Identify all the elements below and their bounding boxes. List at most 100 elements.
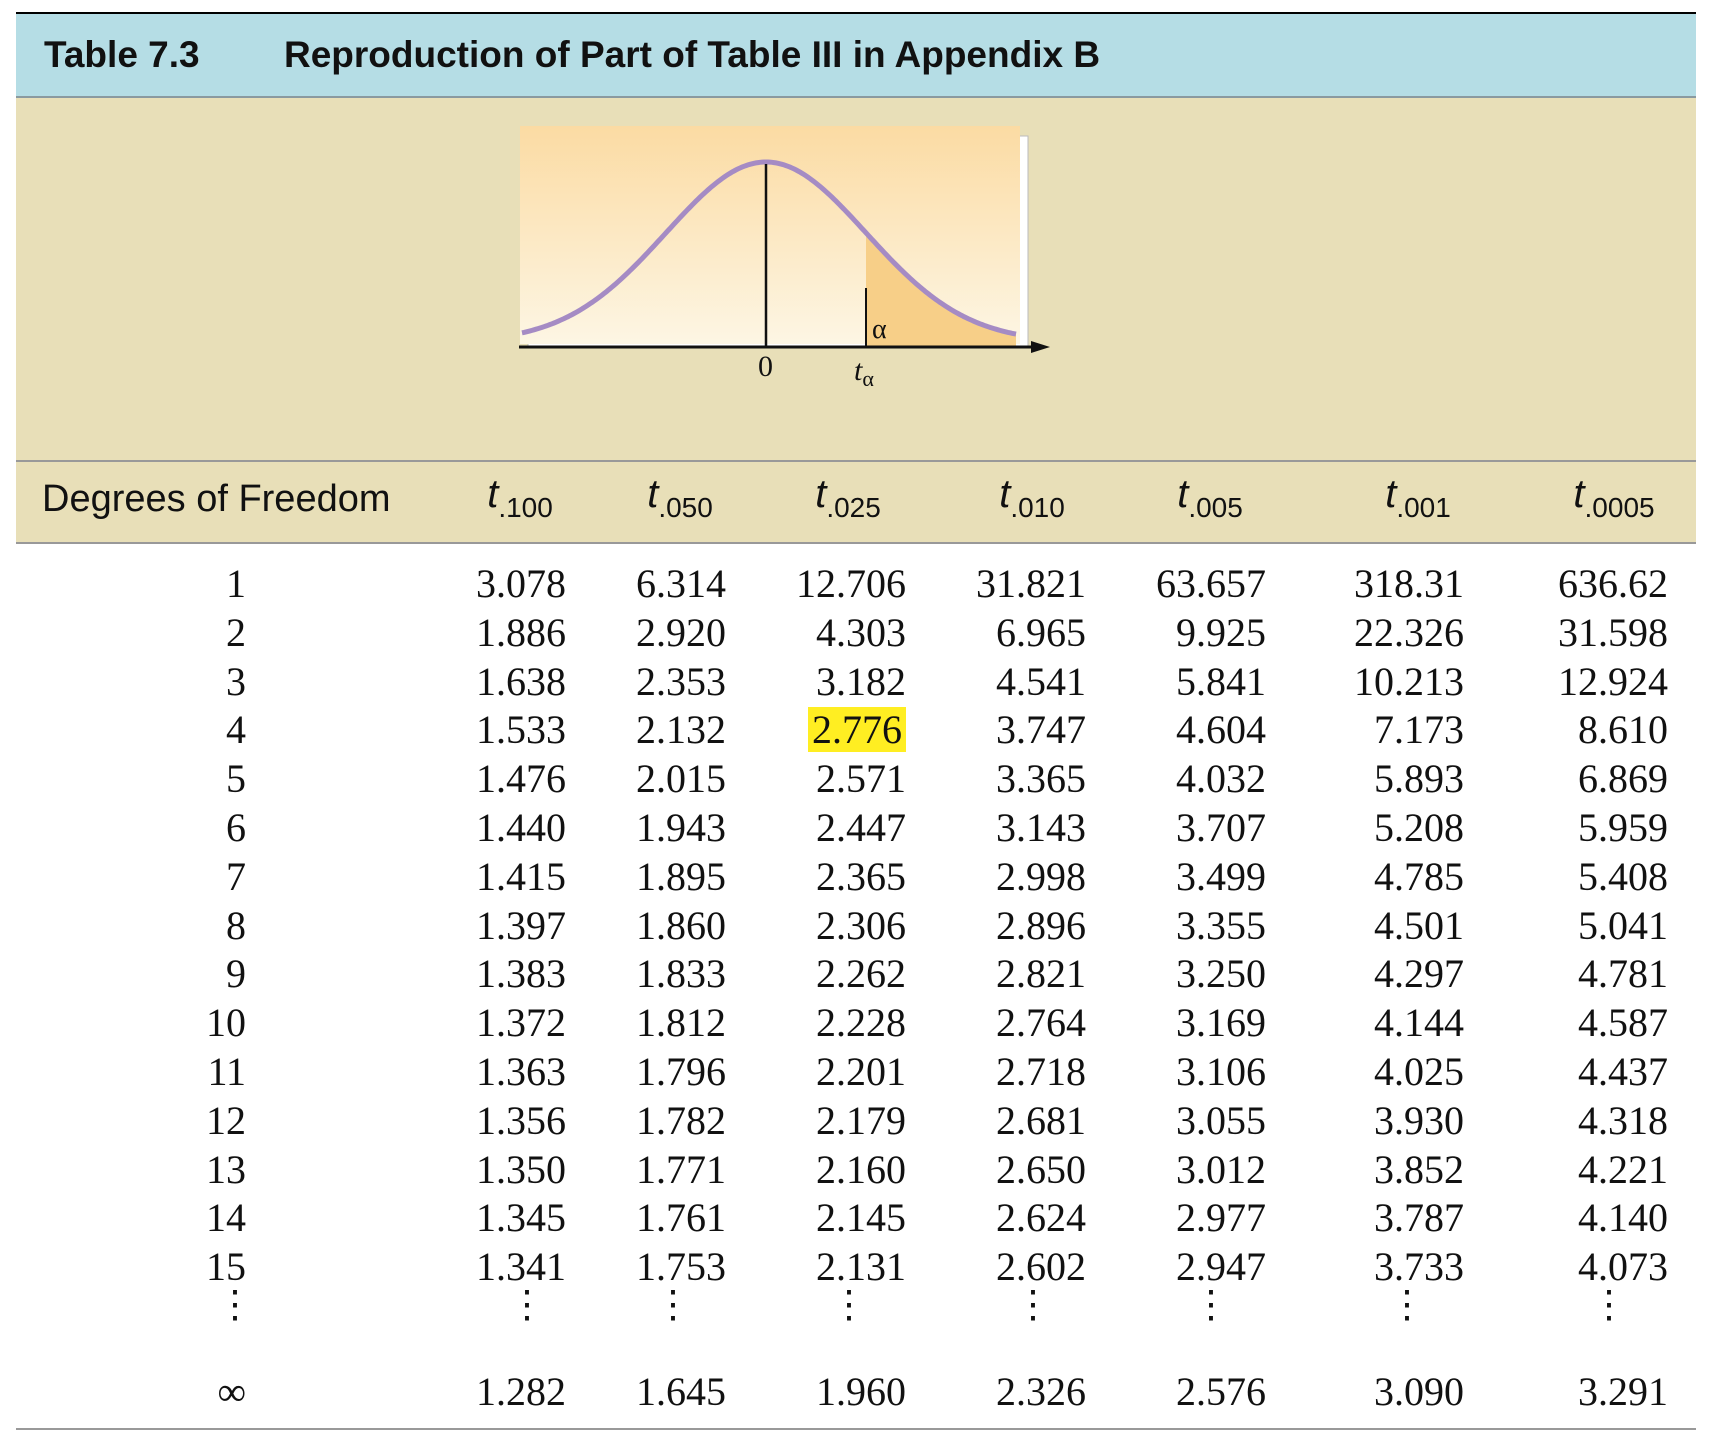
value-cell: 2.015 — [636, 756, 726, 802]
df-cell: 2 — [226, 609, 246, 655]
value-cell: 1.363 — [476, 1049, 566, 1094]
df-cell: 12 — [206, 1097, 246, 1143]
value-cell: 1.282 — [476, 1369, 566, 1414]
value-cell: 4.297 — [1374, 951, 1464, 997]
value-cell: 5.959 — [1578, 805, 1668, 850]
value-cell: 10.213 — [1354, 658, 1464, 704]
value-cell: 2.365 — [816, 853, 906, 899]
value-cell: 3.106 — [1176, 1049, 1266, 1094]
value-cell: 1.440 — [476, 805, 566, 850]
value-cell: 4.541 — [996, 658, 1086, 704]
value-cell: 9.925 — [1176, 609, 1266, 655]
value-cell: 1.943 — [636, 805, 726, 850]
alpha-label: α — [872, 314, 887, 345]
value-cell: 4.303 — [816, 609, 906, 655]
value-cell: 6.965 — [996, 609, 1086, 655]
t-alpha-main: t — [854, 354, 863, 387]
df-cell: 13 — [206, 1146, 246, 1192]
value-cell: 6.869 — [1578, 756, 1668, 802]
density-curve — [521, 159, 1017, 337]
col-header-t100: t.100 — [440, 472, 600, 524]
value-cell: 2.977 — [1176, 1195, 1266, 1241]
col-header-sub: .001 — [1396, 492, 1451, 523]
value-cell: 1.860 — [636, 902, 726, 948]
value-cell: 12.706 — [796, 561, 906, 606]
df-cell: 14 — [206, 1195, 246, 1241]
value-cell: 1.895 — [636, 853, 726, 899]
value-cell: 8.610 — [1578, 707, 1668, 753]
value-cell: 2.920 — [636, 609, 726, 655]
col-header-t: t — [999, 472, 1011, 516]
ellipsis: ⋮ — [830, 1284, 868, 1326]
value-cell: 3.012 — [1176, 1146, 1266, 1192]
value-cell: 2.132 — [636, 707, 726, 753]
value-cell: 636.62 — [1558, 561, 1668, 606]
value-cell: 3.055 — [1176, 1097, 1266, 1143]
df-cell: 9 — [226, 951, 246, 997]
zero-label: 0 — [758, 350, 773, 383]
col-header-t: t — [1385, 472, 1397, 516]
value-cell: 3.355 — [1176, 902, 1266, 948]
value-cell: 318.31 — [1354, 561, 1464, 606]
ellipsis: ⋮ — [216, 1284, 254, 1326]
table-row: 10 1.372 1.812 2.228 2.764 3.169 4.144 4.587 — [0, 999, 1712, 1047]
value-cell: 1.753 — [636, 1244, 726, 1290]
table-row: 13 1.350 1.771 2.160 2.650 3.012 3.852 4.221 — [0, 1146, 1712, 1194]
value-cell: 1.833 — [636, 951, 726, 997]
bottom-rule — [16, 1428, 1696, 1430]
value-cell: 2.306 — [816, 902, 906, 948]
df-cell: 4 — [226, 707, 246, 753]
value-cell: 1.397 — [476, 902, 566, 948]
df-cell: 11 — [207, 1049, 246, 1094]
value-cell: 1.960 — [816, 1369, 906, 1414]
ellipsis: ⋮ — [1388, 1284, 1426, 1326]
col-header-sub: .005 — [1188, 492, 1243, 523]
col-header-sub: .010 — [1010, 492, 1065, 523]
ellipsis: ⋮ — [1192, 1284, 1230, 1326]
df-cell: 10 — [206, 1000, 246, 1046]
value-cell: 2.262 — [816, 951, 906, 997]
value-cell: 22.326 — [1354, 609, 1464, 655]
table-row: 2 1.886 2.920 4.303 6.965 9.925 22.326 31.598 — [0, 609, 1712, 657]
table-row: 15 1.341 1.753 2.131 2.602 2.947 3.733 4.073 — [0, 1243, 1712, 1291]
value-cell: 1.761 — [636, 1195, 726, 1241]
value-cell: 2.602 — [996, 1244, 1086, 1290]
value-cell: 7.173 — [1374, 707, 1464, 753]
df-cell: 5 — [226, 756, 246, 802]
degrees-of-freedom-header: Degrees of Freedom — [42, 478, 391, 520]
value-cell: 2.447 — [816, 805, 906, 850]
col-header-t005: t.005 — [1130, 472, 1290, 524]
table-row: 4 1.533 2.132 2.776 3.747 4.604 7.173 8.610 — [0, 706, 1712, 754]
col-header-t: t — [1177, 472, 1189, 516]
ellipsis: ⋮ — [508, 1284, 546, 1326]
value-cell: 3.733 — [1374, 1244, 1464, 1290]
value-cell: 5.841 — [1176, 658, 1266, 704]
value-cell: 1.645 — [636, 1369, 726, 1414]
table-row: 12 1.356 1.782 2.179 2.681 3.055 3.930 4.318 — [0, 1097, 1712, 1145]
value-cell: 1.782 — [636, 1097, 726, 1143]
value-cell: 6.314 — [636, 561, 726, 606]
value-cell: 1.341 — [476, 1244, 566, 1290]
value-cell: 5.408 — [1578, 853, 1668, 899]
value-cell: 2.821 — [996, 951, 1086, 997]
df-cell: 6 — [226, 805, 246, 850]
value-cell: 2.718 — [996, 1049, 1086, 1094]
value-cell: 3.090 — [1374, 1369, 1464, 1414]
table-row: 7 1.415 1.895 2.365 2.998 3.499 4.785 5.408 — [0, 853, 1712, 901]
t-alpha-label: tα — [854, 354, 874, 391]
value-cell: 2.131 — [816, 1244, 906, 1290]
col-header-sub: .100 — [498, 492, 553, 523]
col-header-t: t — [647, 472, 659, 516]
value-cell: 2.353 — [636, 658, 726, 704]
value-cell: 1.812 — [636, 1000, 726, 1046]
value-cell: 31.821 — [976, 561, 1086, 606]
col-header-t: t — [1573, 472, 1585, 516]
value-cell: 2.764 — [996, 1000, 1086, 1046]
value-cell: 3.143 — [996, 805, 1086, 850]
value-cell: 12.924 — [1558, 658, 1668, 704]
value-cell: 3.078 — [476, 561, 566, 606]
col-header-t001: t.001 — [1338, 472, 1498, 524]
value-cell: 2.160 — [816, 1146, 906, 1192]
table-number: Table 7.3 — [44, 34, 200, 75]
value-cell: 4.785 — [1374, 853, 1464, 899]
